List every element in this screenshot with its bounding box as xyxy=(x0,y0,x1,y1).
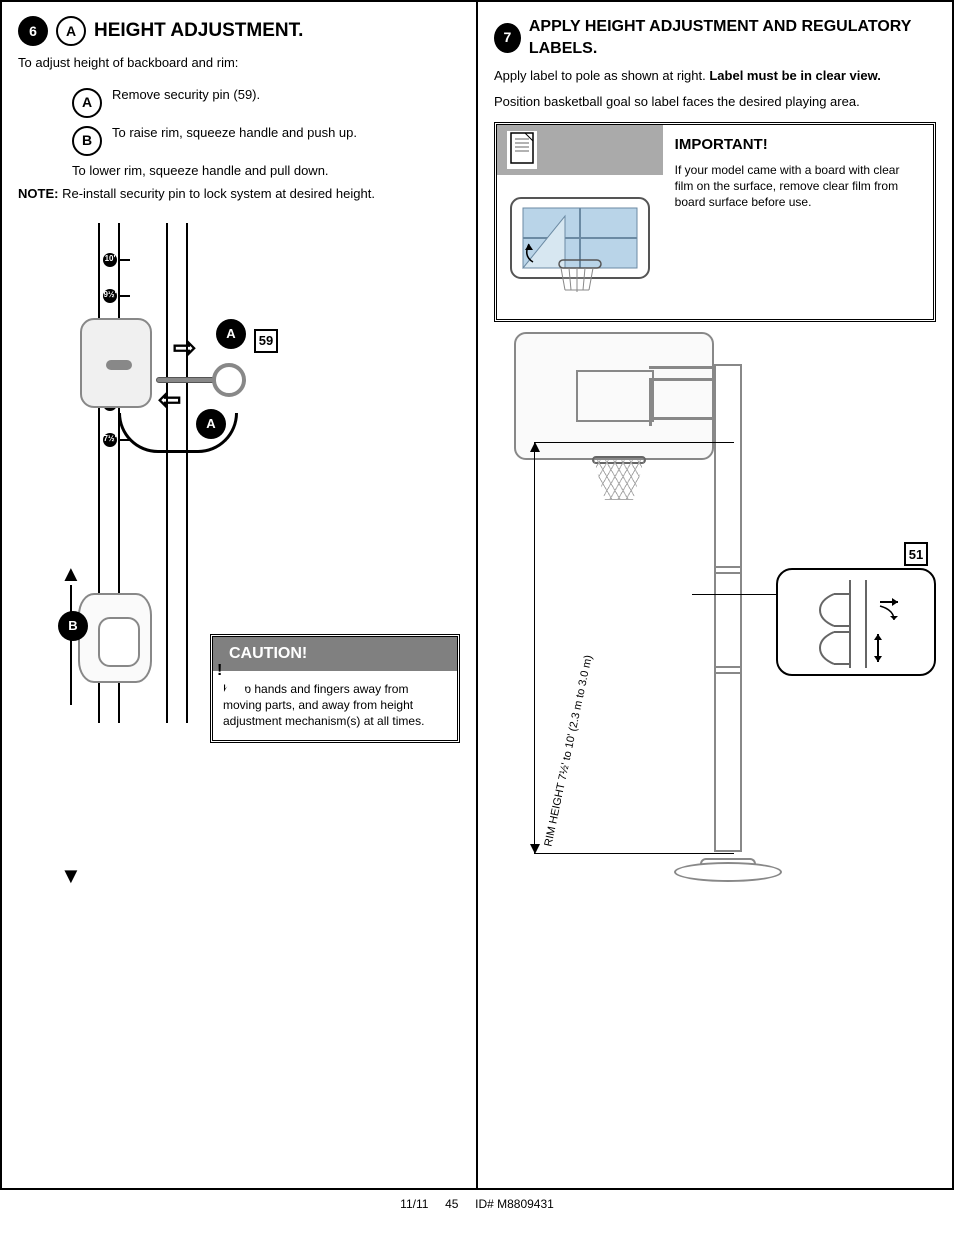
lock-housing xyxy=(80,318,152,408)
left-column: 6 A HEIGHT ADJUSTMENT. To adjust height … xyxy=(2,2,476,1188)
callout-part-51: 51 xyxy=(904,542,928,566)
callout-a: A xyxy=(216,319,246,349)
right-column: 7 APPLY HEIGHT ADJUSTMENT AND REGULATORY… xyxy=(478,2,952,1188)
caution-body: Keep hands and fingers away from moving … xyxy=(213,671,457,740)
mark-10: 10' xyxy=(103,253,117,267)
note-text: Re-install security pin to lock system a… xyxy=(62,186,375,201)
film-label-icon xyxy=(507,131,537,169)
arrow-out-icon: ⇨ xyxy=(173,329,196,367)
pole-right xyxy=(166,223,188,723)
label-inset: 51 xyxy=(776,568,936,676)
substep-b: B To raise rim, squeeze handle and push … xyxy=(72,124,460,156)
page: 6 A HEIGHT ADJUSTMENT. To adjust height … xyxy=(0,0,954,1190)
important-body: If your model came with a board with cle… xyxy=(675,162,921,211)
updown-arrows: ▲ ▼ xyxy=(60,563,82,727)
right-diagram: RIM HEIGHT 7½' to 10' (2.3 m to 3.0 m) 5… xyxy=(494,332,936,882)
step-header-right: 7 APPLY HEIGHT ADJUSTMENT AND REGULATORY… xyxy=(494,16,936,59)
important-left xyxy=(497,125,663,319)
substep-b-line1: To raise rim, squeeze handle and push up… xyxy=(112,124,357,142)
substep-a-circle: A xyxy=(72,88,102,118)
footer-date: 11/11 xyxy=(400,1197,428,1211)
callout-part-59: 59 xyxy=(254,329,278,353)
footer-docid: ID# M8809431 xyxy=(475,1197,554,1211)
peel-film-icon xyxy=(505,192,655,302)
backboard-target xyxy=(576,370,654,422)
step-title-right: APPLY HEIGHT ADJUSTMENT AND REGULATORY L… xyxy=(529,16,936,59)
caution-box: ! CAUTION! Keep hands and fingers away f… xyxy=(210,634,460,742)
callout-a2: A xyxy=(196,409,226,439)
net xyxy=(594,460,644,500)
important-heading: IMPORTANT! xyxy=(675,135,921,155)
step-number-7: 7 xyxy=(494,23,521,53)
step-header-left: 6 A HEIGHT ADJUSTMENT. xyxy=(18,16,460,46)
right-line1-bold: Label must be in clear view. xyxy=(709,68,880,83)
step-substep-white: A xyxy=(56,16,86,46)
inset-leader xyxy=(692,554,778,624)
footer-page: 45 xyxy=(445,1197,458,1211)
rim-height-label: RIM HEIGHT 7½' to 10' (2.3 m to 3.0 m) xyxy=(541,654,596,848)
substep-b-line2: To lower rim, squeeze handle and pull do… xyxy=(72,162,460,180)
adjust-handle xyxy=(78,593,152,683)
important-box: IMPORTANT! If your model came with a boa… xyxy=(494,122,936,322)
left-note: NOTE: Re-install security pin to lock sy… xyxy=(18,185,460,203)
left-instruction: To adjust height of backboard and rim: xyxy=(18,54,460,72)
note-label: NOTE: xyxy=(18,186,58,201)
substep-a: A Remove security pin (59). xyxy=(72,86,460,118)
caution-heading: ! CAUTION! xyxy=(213,637,457,671)
left-diagram: 10' 9½' 9' 8½' 8' 7½' ▲ ▼ ⇨ ⇦ A 59 xyxy=(18,223,460,743)
right-line2: Position basketball goal so label faces … xyxy=(494,93,936,111)
arrow-in-icon: ⇦ xyxy=(158,381,181,419)
important-icon-strip xyxy=(497,125,663,175)
right-line1: Apply label to pole as shown at right. L… xyxy=(494,67,936,85)
important-text: IMPORTANT! If your model came with a boa… xyxy=(663,125,933,319)
step-number-black: 6 xyxy=(18,16,48,46)
right-line1-prefix: Apply label to pole as shown at right. xyxy=(494,68,709,83)
base-plate xyxy=(674,862,782,882)
step-title-left: HEIGHT ADJUSTMENT. xyxy=(94,18,303,44)
page-footer: 11/11 45 ID# M8809431 xyxy=(0,1190,954,1212)
substep-b-circle: B xyxy=(72,126,102,156)
substep-a-text: Remove security pin (59). xyxy=(112,86,260,104)
mark-95: 9½' xyxy=(103,289,117,303)
important-illus xyxy=(497,175,663,319)
label-apply-icon xyxy=(784,576,932,672)
mark-75: 7½' xyxy=(103,433,117,447)
callout-b: B xyxy=(58,611,88,641)
